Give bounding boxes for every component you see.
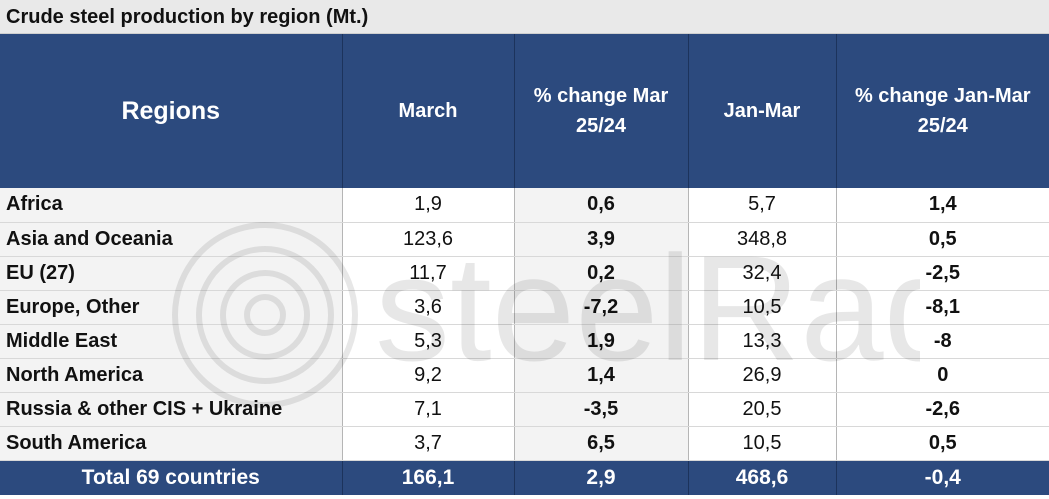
table-row: EU (27) 11,7 0,2 32,4 -2,5 [0, 256, 1049, 291]
pct-march-cell: 1,4 [514, 358, 689, 393]
jan-mar-cell: 10,5 [688, 426, 837, 461]
jan-mar-cell: 32,4 [688, 256, 837, 291]
column-header-pct-march: % change Mar 25/24 [514, 34, 689, 188]
pct-jan-mar-cell: -2,6 [836, 392, 1049, 427]
column-header-pct-jan-mar: % change Jan-Mar 25/24 [836, 34, 1049, 188]
pct-march-cell: 1,9 [514, 324, 689, 359]
table-body: Africa 1,9 0,6 5,7 1,4 Asia and Oceania 123,6 3… [0, 188, 1049, 461]
pct-march-cell: 0,2 [514, 256, 689, 291]
pct-march-cell: -3,5 [514, 392, 689, 427]
steel-production-table: Regions March % change Mar 25/24 Jan-Mar… [0, 34, 1049, 495]
total-label: Total 69 countries [0, 460, 343, 495]
pct-jan-mar-cell: 0,5 [836, 222, 1049, 257]
table-row: Europe, Other 3,6 -7,2 10,5 -8,1 [0, 290, 1049, 325]
march-cell: 3,6 [342, 290, 515, 325]
jan-mar-cell: 13,3 [688, 324, 837, 359]
march-cell: 7,1 [342, 392, 515, 427]
march-cell: 1,9 [342, 188, 515, 223]
pct-jan-mar-cell: 1,4 [836, 188, 1049, 223]
pct-march-cell: 6,5 [514, 426, 689, 461]
table-row: South America 3,7 6,5 10,5 0,5 [0, 426, 1049, 461]
table-row: Asia and Oceania 123,6 3,9 348,8 0,5 [0, 222, 1049, 257]
pct-jan-mar-cell: 0 [836, 358, 1049, 393]
column-header-regions: Regions [0, 34, 343, 188]
table-row: Russia & other CIS + Ukraine 7,1 -3,5 20,5-… [0, 392, 1049, 427]
march-cell: 5,3 [342, 324, 515, 359]
table-row: Africa 1,9 0,6 5,7 1,4 [0, 188, 1049, 223]
total-pct-jan-mar: -0,4 [836, 460, 1049, 495]
table-title: Crude steel production by region (Mt.) [0, 0, 1049, 34]
march-cell: 9,2 [342, 358, 515, 393]
column-header-jan-mar: Jan-Mar [688, 34, 837, 188]
pct-march-cell: -7,2 [514, 290, 689, 325]
total-jan-mar: 468,6 [688, 460, 837, 495]
table-row: North America 9,2 1,4 26,9 0 [0, 358, 1049, 393]
pct-march-cell: 3,9 [514, 222, 689, 257]
region-cell: Russia & other CIS + Ukraine [0, 392, 343, 427]
region-cell: North America [0, 358, 343, 393]
region-cell: Africa [0, 188, 343, 223]
region-cell: Asia and Oceania [0, 222, 343, 257]
pct-jan-mar-cell: -8 [836, 324, 1049, 359]
pct-jan-mar-cell: -2,5 [836, 256, 1049, 291]
jan-mar-cell: 348,8 [688, 222, 837, 257]
march-cell: 123,6 [342, 222, 515, 257]
total-march: 166,1 [342, 460, 515, 495]
column-header-march: March [342, 34, 515, 188]
total-pct-march: 2,9 [514, 460, 689, 495]
march-cell: 3,7 [342, 426, 515, 461]
region-cell: EU (27) [0, 256, 343, 291]
jan-mar-cell: 10,5 [688, 290, 837, 325]
march-cell: 11,7 [342, 256, 515, 291]
jan-mar-cell: 5,7 [688, 188, 837, 223]
pct-jan-mar-cell: 0,5 [836, 426, 1049, 461]
pct-jan-mar-cell: -8,1 [836, 290, 1049, 325]
pct-march-cell: 0,6 [514, 188, 689, 223]
header-row: Regions March % change Mar 25/24 Jan-Mar… [0, 34, 1049, 188]
region-cell: Middle East [0, 324, 343, 359]
region-cell: South America [0, 426, 343, 461]
jan-mar-cell: 20,5 [688, 392, 837, 427]
table-row: Middle East 5,3 1,9 13,3 -8 [0, 324, 1049, 359]
total-row: Total 69 countries 166,1 2,9 468,6 -0,4 [0, 460, 1049, 495]
jan-mar-cell: 26,9 [688, 358, 837, 393]
region-cell: Europe, Other [0, 290, 343, 325]
